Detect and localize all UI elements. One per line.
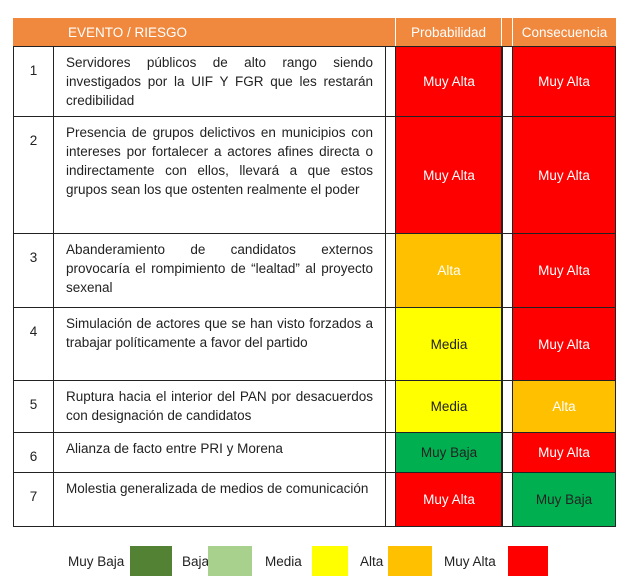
legend-swatch [312,546,348,576]
event-text: Alianza de facto entre PRI y Morena [53,432,386,473]
event-text: Ruptura hacia el interior del PAN por de… [53,380,386,433]
consequence-cell: Muy Alta [512,233,616,308]
consequence-cell: Muy Baja [512,472,616,527]
probability-cell: Muy Alta [395,116,503,234]
probability-cell: Muy Alta [395,46,503,117]
event-text: Molestia generalizada de medios de comun… [53,472,386,527]
legend-swatch [388,546,432,576]
probability-cell: Alta [395,233,503,308]
legend-label: Muy Alta [444,553,496,569]
probability-cell: Muy Alta [395,472,503,527]
legend-label: Muy Baja [68,553,125,569]
row-number: 3 [13,233,54,308]
probability-cell: Media [395,380,503,433]
spacer [501,307,513,381]
spacer [501,472,513,527]
legend-swatch [208,546,252,576]
row-number: 4 [13,307,54,381]
probability-cell: Muy Baja [395,432,503,473]
legend-label: Media [265,553,302,569]
spacer [501,116,513,234]
consequence-cell: Muy Alta [512,46,616,117]
event-text: Simulación de actores que se han visto f… [53,307,386,381]
spacer [501,233,513,308]
consequence-cell: Muy Alta [512,432,616,473]
header-band [13,18,616,46]
spacer [501,46,513,117]
header-consequence: Consecuencia [512,18,616,46]
consequence-cell: Muy Alta [512,307,616,381]
legend-swatch [130,546,172,576]
legend-label: Baja [182,553,210,569]
event-text: Abanderamiento de candidatos externos pr… [53,233,386,308]
event-text: Servidores públicos de alto rango siendo… [53,46,386,117]
header-probability: Probabilidad [395,18,502,46]
spacer [501,380,513,433]
consequence-cell: Alta [512,380,616,433]
row-number: 5 [13,380,54,433]
probability-cell: Media [395,307,503,381]
row-number: 1 [13,46,54,117]
legend-label: Alta [360,553,384,569]
event-text: Presencia de grupos delictivos en munici… [53,116,386,234]
header-event: EVENTO / RIESGO [68,24,188,40]
consequence-cell: Muy Alta [512,116,616,234]
row-number: 6 [13,432,54,473]
row-number: 7 [13,472,54,527]
row-number: 2 [13,116,54,234]
legend-swatch [508,546,548,576]
spacer [501,432,513,473]
